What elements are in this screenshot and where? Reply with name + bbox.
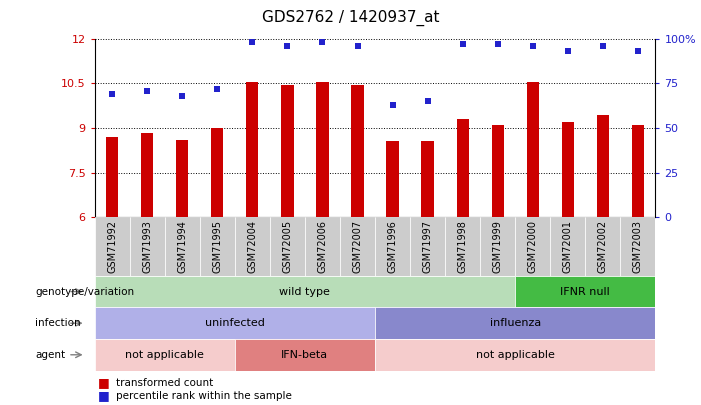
- Text: IFNR null: IFNR null: [561, 287, 610, 296]
- Bar: [211, 128, 224, 217]
- Text: GSM72000: GSM72000: [528, 220, 538, 273]
- Text: GSM72004: GSM72004: [247, 220, 257, 273]
- Text: infection: infection: [35, 318, 81, 328]
- Point: [387, 102, 398, 108]
- Point: [282, 43, 293, 49]
- Bar: [106, 137, 118, 217]
- Bar: [375, 307, 655, 339]
- Point: [457, 41, 468, 47]
- Bar: [95, 339, 235, 371]
- Text: GSM71992: GSM71992: [107, 220, 117, 273]
- Text: IFN-beta: IFN-beta: [281, 350, 329, 360]
- Point: [317, 39, 328, 46]
- Bar: [316, 82, 329, 217]
- Text: GSM71996: GSM71996: [388, 220, 397, 273]
- Text: GSM72003: GSM72003: [633, 220, 643, 273]
- Bar: [235, 339, 375, 371]
- Bar: [340, 217, 375, 276]
- Text: ■: ■: [98, 376, 110, 389]
- Text: GSM71999: GSM71999: [493, 220, 503, 273]
- Point: [597, 43, 608, 49]
- Point: [632, 48, 644, 55]
- Text: GSM72005: GSM72005: [283, 220, 292, 273]
- Bar: [95, 307, 375, 339]
- Text: GSM71993: GSM71993: [142, 220, 152, 273]
- Text: GSM71994: GSM71994: [177, 220, 187, 273]
- Point: [422, 98, 433, 104]
- Bar: [375, 339, 655, 371]
- Text: transformed count: transformed count: [116, 377, 213, 388]
- Bar: [95, 217, 130, 276]
- Bar: [515, 217, 550, 276]
- Text: not applicable: not applicable: [125, 350, 204, 360]
- Bar: [270, 217, 305, 276]
- Bar: [562, 122, 574, 217]
- Point: [492, 41, 503, 47]
- Bar: [410, 217, 445, 276]
- Text: GSM71998: GSM71998: [458, 220, 468, 273]
- Point: [177, 93, 188, 99]
- Text: GSM72001: GSM72001: [563, 220, 573, 273]
- Bar: [246, 82, 259, 217]
- Text: genotype/variation: genotype/variation: [35, 287, 134, 296]
- Bar: [491, 125, 504, 217]
- Bar: [130, 217, 165, 276]
- Bar: [351, 85, 364, 217]
- Text: ■: ■: [98, 389, 110, 402]
- Bar: [632, 125, 644, 217]
- Bar: [597, 115, 609, 217]
- Bar: [176, 140, 189, 217]
- Bar: [585, 217, 620, 276]
- Bar: [421, 141, 434, 217]
- Bar: [375, 217, 410, 276]
- Point: [247, 39, 258, 46]
- Bar: [305, 217, 340, 276]
- Point: [212, 85, 223, 92]
- Text: agent: agent: [35, 350, 65, 360]
- Bar: [95, 276, 515, 307]
- Text: not applicable: not applicable: [476, 350, 554, 360]
- Text: GDS2762 / 1420937_at: GDS2762 / 1420937_at: [261, 10, 440, 26]
- Text: GSM72006: GSM72006: [318, 220, 327, 273]
- Point: [527, 43, 538, 49]
- Bar: [456, 119, 469, 217]
- Point: [142, 87, 153, 94]
- Bar: [235, 217, 270, 276]
- Text: GSM71995: GSM71995: [212, 220, 222, 273]
- Bar: [445, 217, 480, 276]
- Bar: [550, 217, 585, 276]
- Bar: [620, 217, 655, 276]
- Bar: [480, 217, 515, 276]
- Text: percentile rank within the sample: percentile rank within the sample: [116, 391, 292, 401]
- Bar: [200, 217, 235, 276]
- Text: GSM71997: GSM71997: [423, 220, 433, 273]
- Text: GSM72002: GSM72002: [598, 220, 608, 273]
- Point: [562, 48, 573, 55]
- Bar: [165, 217, 200, 276]
- Bar: [526, 82, 539, 217]
- Bar: [386, 141, 399, 217]
- Text: uninfected: uninfected: [205, 318, 265, 328]
- Point: [352, 43, 363, 49]
- Text: GSM72007: GSM72007: [353, 220, 362, 273]
- Bar: [281, 85, 294, 217]
- Bar: [515, 276, 655, 307]
- Bar: [141, 133, 154, 217]
- Text: influenza: influenza: [489, 318, 541, 328]
- Point: [107, 91, 118, 97]
- Text: wild type: wild type: [280, 287, 330, 296]
